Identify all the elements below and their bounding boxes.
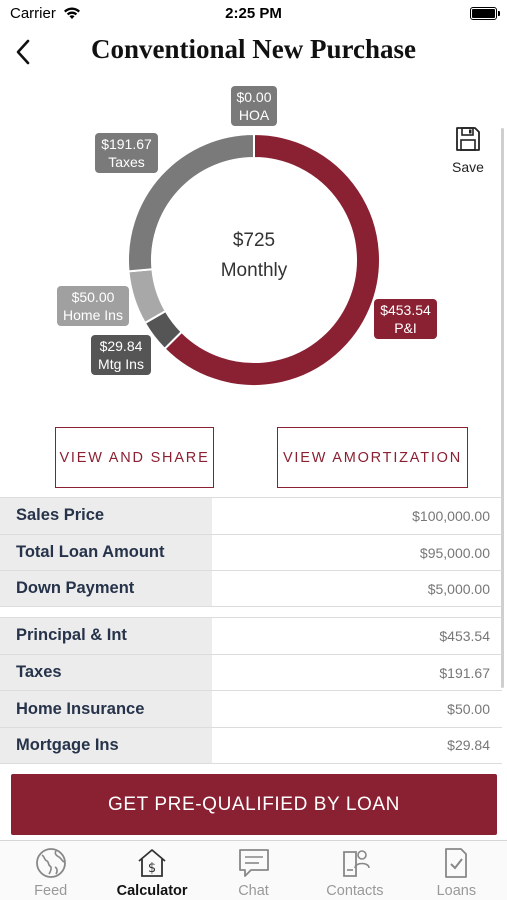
tab-label: Calculator (116, 883, 188, 899)
slice-label-name: HOA (238, 107, 270, 123)
tab-loans[interactable]: Loans (406, 841, 507, 900)
chat-icon (238, 849, 269, 877)
slice-label-taxes: $191.67 Taxes (95, 133, 158, 173)
tab-calculator[interactable]: $ Calculator (101, 841, 202, 900)
row-value: $29.84 (447, 737, 490, 754)
donut-slice-taxes[interactable] (127, 132, 255, 273)
row-label: Mortgage Ins (0, 728, 212, 763)
row-value: $5,000.00 (427, 580, 490, 597)
tab-label: Loans (436, 883, 477, 899)
get-pre-qualified-button[interactable]: GET PRE-QUALIFIED BY LOAN (11, 774, 497, 835)
row-value: $50.00 (447, 701, 490, 718)
page-title: Conventional New Purchase (90, 34, 416, 64)
table-row: Mortgage Ins $29.84 (0, 727, 502, 764)
header: Conventional New Purchase (0, 30, 507, 74)
loans-icon (445, 848, 468, 878)
row-label: Principal & Int (0, 618, 212, 654)
globe-icon (35, 848, 66, 878)
calculator-icon: $ (138, 849, 166, 877)
row-value: $453.54 (439, 627, 490, 644)
carrier-label: Carrier (10, 5, 56, 22)
status-bar: Carrier 2:25 PM (0, 0, 507, 30)
save-label: Save (452, 159, 484, 175)
row-value: $191.67 (439, 664, 490, 681)
loan-summary-table: Sales Price $100,000.00 Total Loan Amoun… (0, 497, 502, 608)
table-row: Taxes $191.67 (0, 653, 502, 691)
row-label: Home Insurance (0, 691, 212, 728)
table-row: Down Payment $5,000.00 (0, 570, 502, 608)
tab-label: Feed (34, 883, 68, 899)
row-label: Sales Price (0, 498, 212, 534)
contacts-icon (343, 850, 370, 877)
tab-feed[interactable]: Feed (0, 841, 101, 900)
payment-chart: $725 Monthly $0.00 HOA $191.67 Taxes $50… (0, 78, 507, 418)
row-label: Down Payment (0, 571, 212, 607)
slice-label-name: Home Ins (63, 307, 123, 323)
back-button[interactable] (8, 34, 38, 70)
slice-label-mtg-ins: $29.84 Mtg Ins (91, 335, 151, 375)
slice-label-name: Taxes (108, 154, 145, 170)
slice-label-amount: $453.54 (380, 302, 431, 318)
tab-contacts[interactable]: Contacts (304, 841, 405, 900)
floppy-disk-icon (456, 127, 480, 151)
svg-text:$: $ (148, 861, 156, 876)
status-time: 2:25 PM (225, 5, 282, 22)
save-button[interactable]: Save (446, 126, 490, 175)
monthly-label: Monthly (220, 260, 288, 281)
chevron-left-icon (16, 39, 30, 65)
slice-label-amount: $0.00 (236, 89, 272, 105)
tab-label: Contacts (326, 883, 384, 899)
scrollbar[interactable] (501, 128, 504, 688)
row-label: Total Loan Amount (0, 534, 212, 571)
table-row: Total Loan Amount $95,000.00 (0, 533, 502, 571)
row-label: Taxes (0, 654, 212, 691)
row-value: $95,000.00 (419, 544, 490, 561)
table-row: Home Insurance $50.00 (0, 690, 502, 728)
slice-label-pi: $453.54 P&I (374, 299, 437, 339)
slice-label-hoa: $0.00 HOA (231, 86, 277, 126)
table-row: Sales Price $100,000.00 (0, 497, 502, 534)
monthly-total: $725 (232, 230, 276, 251)
payment-breakdown-table: Principal & Int $453.54 Taxes $191.67 Ho… (0, 617, 502, 764)
battery-icon (470, 7, 500, 20)
slice-label-amount: $191.67 (101, 136, 152, 152)
slice-label-amount: $29.84 (99, 338, 143, 354)
slice-label-amount: $50.00 (71, 289, 115, 305)
tab-chat[interactable]: Chat (203, 841, 304, 900)
slice-label-name: Mtg Ins (98, 356, 144, 372)
row-value: $100,000.00 (412, 507, 490, 524)
table-row: Principal & Int $453.54 (0, 617, 502, 654)
slice-label-home-ins: $50.00 Home Ins (57, 286, 129, 326)
tab-bar: Feed $ Calculator Chat Contacts Loans (0, 840, 507, 900)
view-amortization-button[interactable]: VIEW AMORTIZATION (277, 427, 468, 488)
slice-label-name: P&I (394, 320, 417, 336)
view-and-share-button[interactable]: VIEW AND SHARE (55, 427, 214, 488)
donut-slice-p-i[interactable] (163, 132, 381, 387)
tab-label: Chat (238, 883, 269, 899)
wifi-icon (64, 7, 80, 19)
donut-chart (127, 132, 381, 387)
